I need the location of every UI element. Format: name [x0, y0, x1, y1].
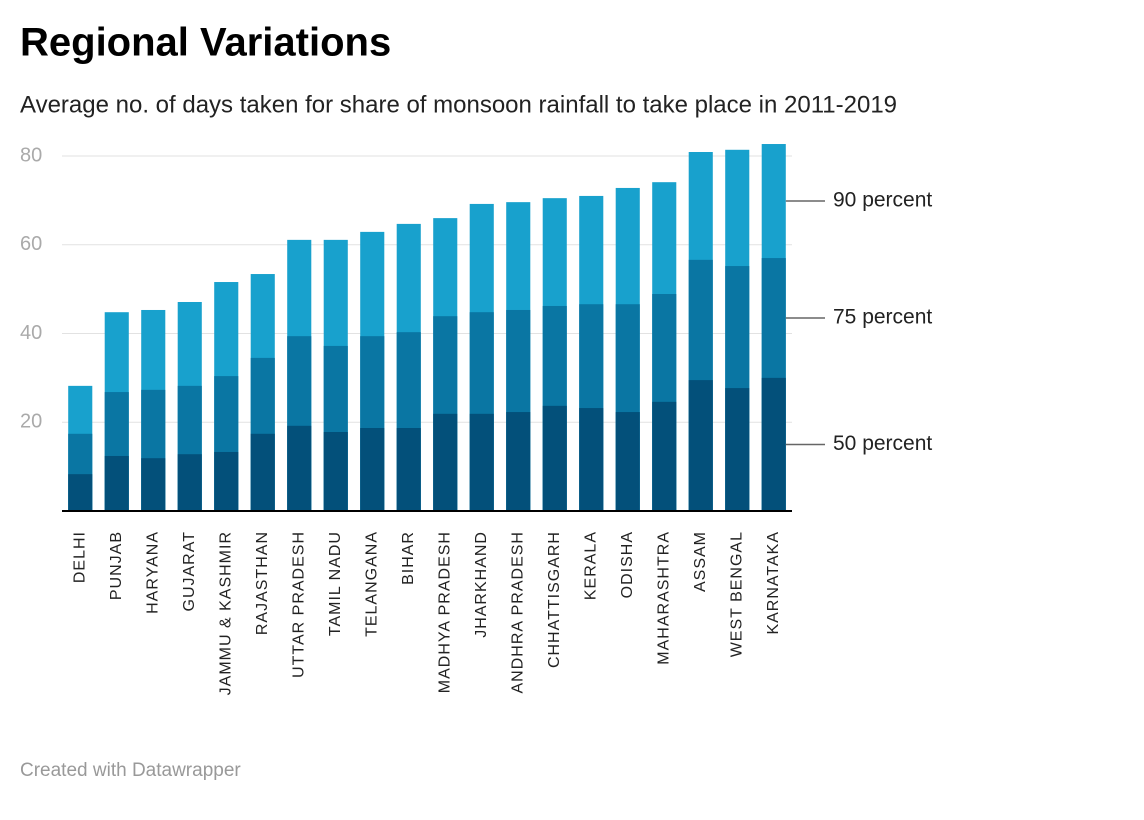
- legend-label: 50 percent: [833, 432, 932, 455]
- x-tick-label: TELANGANA: [363, 531, 380, 637]
- x-tick-label: DELHI: [71, 531, 88, 583]
- x-tick-label: UTTAR PRADESH: [290, 531, 307, 678]
- legend-label: 75 percent: [833, 306, 932, 329]
- x-tick-label: GUJARAT: [181, 531, 198, 611]
- bar: [761, 377, 786, 511]
- bar: [323, 432, 348, 511]
- x-tick-label: CHHATTISGARH: [546, 531, 563, 668]
- x-tick-label: BIHAR: [400, 531, 417, 585]
- y-tick-label: 80: [20, 144, 42, 166]
- bar: [214, 451, 239, 511]
- legend-label: 90 percent: [833, 189, 932, 212]
- bar: [725, 388, 750, 511]
- bar: [104, 455, 129, 511]
- x-tick-label: RAJASTHAN: [254, 531, 271, 635]
- bar: [542, 405, 567, 511]
- bar: [688, 380, 713, 511]
- x-tick-label: KERALA: [582, 531, 599, 600]
- x-tick-label: WEST BENGAL: [728, 531, 745, 657]
- bar: [433, 413, 458, 511]
- bar: [652, 401, 677, 511]
- bar: [250, 433, 275, 511]
- x-tick-label: ANDHRA PRADESH: [509, 531, 526, 693]
- bar: [396, 428, 421, 511]
- y-tick-label: 40: [20, 322, 42, 344]
- x-tick-label: KARNATAKA: [765, 531, 782, 635]
- x-tick-label: PUNJAB: [108, 531, 125, 600]
- bar: [177, 454, 202, 511]
- chart-subtitle: Average no. of days taken for share of m…: [20, 91, 897, 118]
- bar: [469, 413, 494, 511]
- x-tick-label: HARYANA: [144, 531, 161, 614]
- x-tick-label: JAMMU & KASHMIR: [217, 531, 234, 695]
- bar: [506, 412, 531, 511]
- bar: [141, 458, 166, 511]
- chart-title: Regional Variations: [20, 21, 391, 65]
- x-tick-label: MADHYA PRADESH: [436, 531, 453, 693]
- y-tick-label: 60: [20, 233, 42, 255]
- bar: [615, 412, 640, 511]
- x-tick-label: ODISHA: [619, 531, 636, 598]
- bar: [579, 408, 604, 511]
- x-tick-label: MAHARASHTRA: [655, 531, 672, 665]
- footer: Created with Datawrapper: [20, 760, 241, 781]
- x-tick-label: ASSAM: [692, 531, 709, 592]
- x-tick-label: TAMIL NADU: [327, 531, 344, 636]
- x-tick-label: JHARKHAND: [473, 531, 490, 638]
- bar: [287, 425, 312, 511]
- bar: [68, 474, 93, 511]
- bar: [360, 428, 385, 511]
- y-tick-label: 20: [20, 411, 42, 433]
